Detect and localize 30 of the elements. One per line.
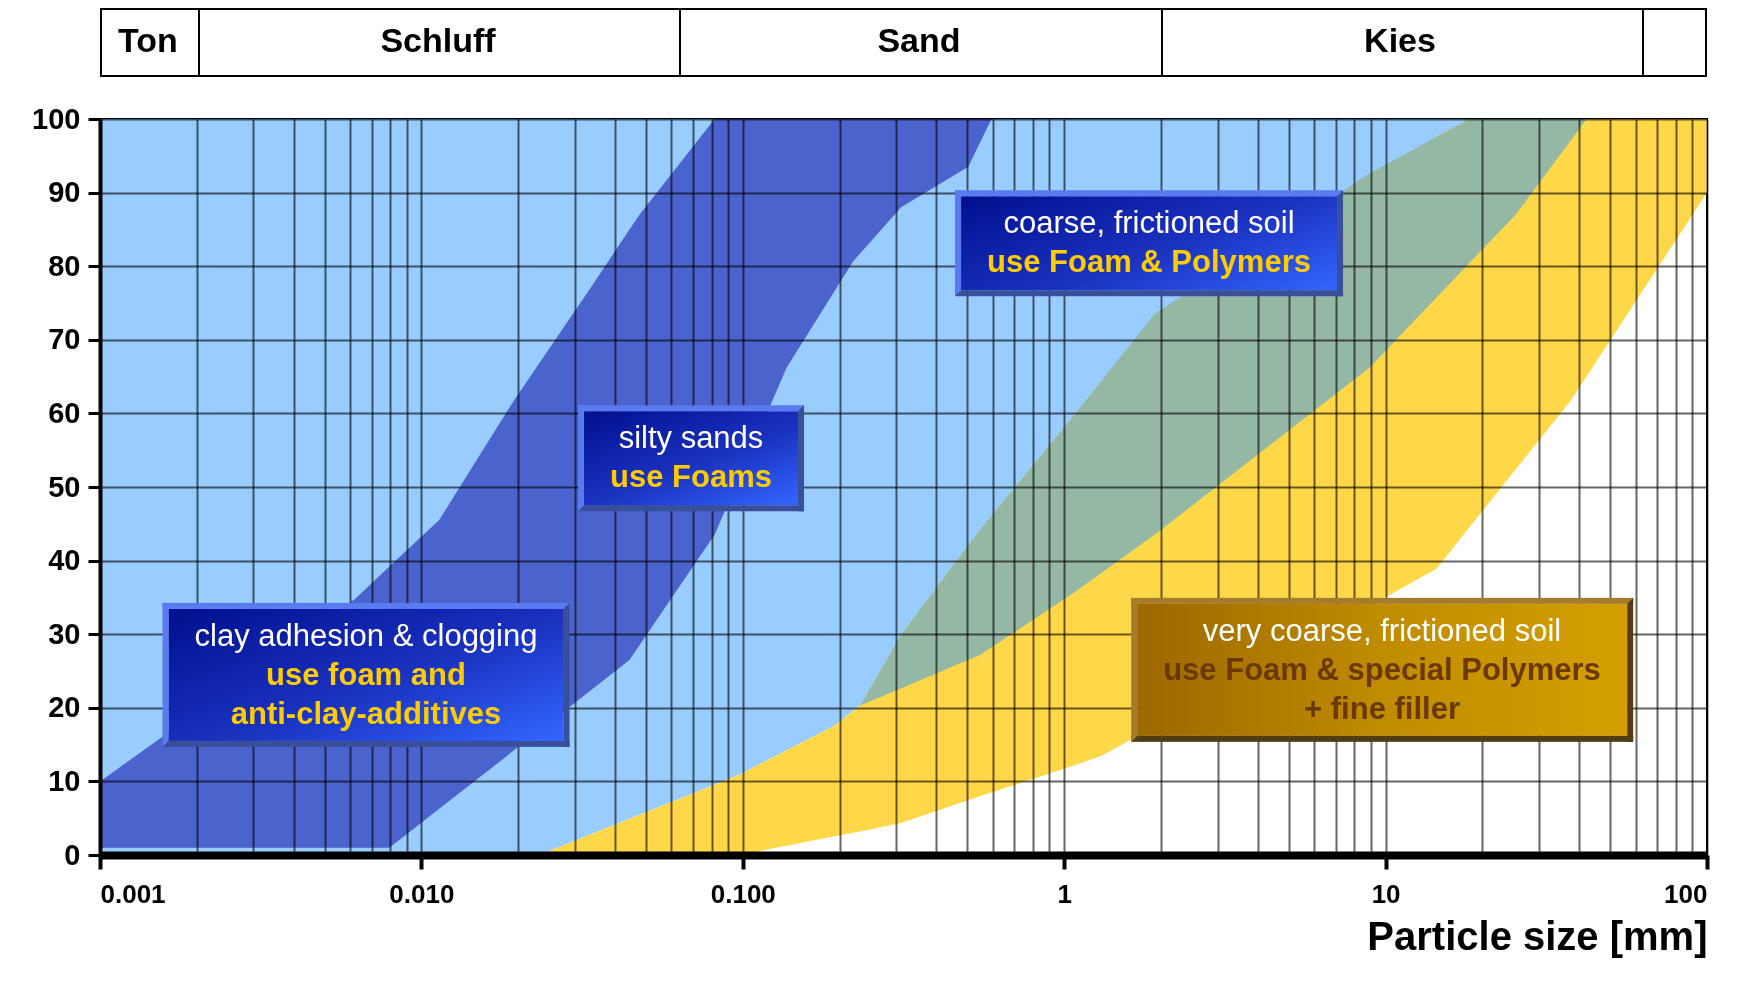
y-tick-label: 70 [48, 323, 81, 356]
y-tick-label: 80 [48, 249, 81, 282]
x-tick-label: 0.100 [710, 878, 776, 909]
text-box: silty sands use Foams [578, 405, 804, 511]
y-tick-label: 20 [48, 691, 81, 724]
y-tick-label: 0 [64, 838, 81, 871]
x-tick-label: 0.010 [389, 878, 455, 909]
annotation: clay adhesion & clogging use foam and anti-clay-additives [194, 616, 538, 733]
y-tick-label: 90 [48, 176, 81, 209]
text: Schluff [380, 21, 496, 60]
annotation: silty sands use Foams [610, 419, 772, 496]
y-tick-label: 100 [32, 102, 81, 135]
y-tick-label: 60 [48, 396, 81, 429]
text: Ton [118, 21, 178, 60]
x-tick-label: 0.001 [100, 878, 166, 909]
annotation: very coarse, frictioned soil use Foam & special Polymers + fine filler [1163, 611, 1601, 728]
text: Sand [877, 21, 961, 60]
x-axis-title: Particle size [mm] [1367, 913, 1708, 958]
y-tick-label: 10 [48, 764, 81, 797]
text-box: coarse, frictioned soil use Foam & Polymers [955, 190, 1343, 296]
x-tick-label: 1 [1057, 878, 1072, 909]
annotation: coarse, frictioned soil use Foam & Polymers [987, 204, 1311, 281]
x-tick-label: 10 [1371, 878, 1401, 909]
y-tick-label: 30 [48, 617, 81, 650]
text: Kies [1364, 21, 1436, 60]
text-box: very coarse, frictioned soil use Foam & special Polymers + fine filler [1131, 597, 1633, 743]
y-tick-label: 50 [48, 470, 81, 503]
text-box: clay adhesion & clogging use foam and anti-clay-additives [162, 602, 570, 748]
y-tick-label: 40 [48, 544, 81, 577]
x-tick-label: 100 [1664, 878, 1708, 909]
